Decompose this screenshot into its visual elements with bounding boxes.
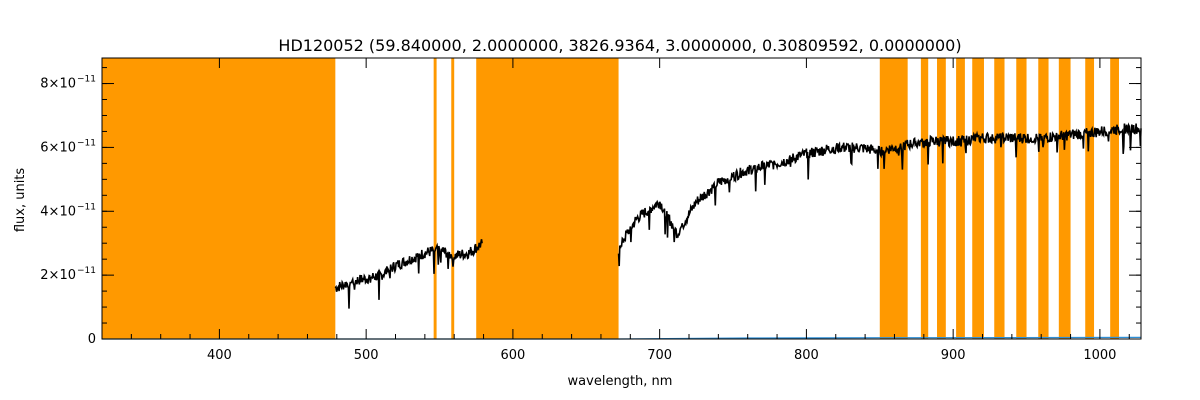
y-tick-label: 0	[88, 332, 96, 347]
y-tick-label: 8×10	[40, 77, 76, 92]
masked-region-7	[956, 58, 965, 339]
masked-region-2	[451, 58, 455, 339]
x-tick-label: 900	[941, 348, 966, 363]
x-tick-label: 800	[794, 348, 819, 363]
y-tick-exponent: −11	[77, 266, 96, 276]
masked-region-6	[937, 58, 946, 339]
x-axis-label: wavelength, nm	[568, 374, 673, 389]
masked-region-13	[1085, 58, 1095, 339]
y-tick-label: 2×10	[40, 268, 76, 283]
x-tick-label: 700	[647, 348, 672, 363]
masked-region-11	[1038, 58, 1049, 339]
masked-region-3	[476, 58, 619, 339]
series-0-line-1	[617, 122, 1142, 267]
masked-region-4	[879, 58, 908, 339]
y-tick-exponent: −11	[77, 75, 96, 85]
series-0	[334, 122, 1142, 309]
masked-region-1	[433, 58, 437, 339]
y-tick-label: 4×10	[40, 204, 76, 219]
masked-region-9	[994, 58, 1005, 339]
y-tick-exponent: −11	[77, 138, 96, 148]
x-tick-label: 500	[354, 348, 379, 363]
masked-regions	[102, 58, 1119, 339]
masked-region-14	[1110, 58, 1119, 339]
plot-frame	[101, 57, 1142, 340]
chart-title: HD120052 (59.840000, 2.0000000, 3826.936…	[278, 36, 961, 55]
masked-region-8	[972, 58, 984, 339]
x-tick-label: 400	[207, 348, 232, 363]
series-0-line-0	[334, 239, 483, 309]
y-tick-exponent: −11	[77, 202, 96, 212]
masked-region-12	[1058, 58, 1071, 339]
masked-region-10	[1016, 58, 1027, 339]
x-tick-label: 600	[500, 348, 525, 363]
y-axis-label: flux, units	[13, 168, 28, 233]
masked-region-5	[920, 58, 929, 339]
x-tick-label: 1000	[1083, 348, 1116, 363]
y-tick-label: 6×10	[40, 140, 76, 155]
masked-region-0	[102, 58, 336, 339]
